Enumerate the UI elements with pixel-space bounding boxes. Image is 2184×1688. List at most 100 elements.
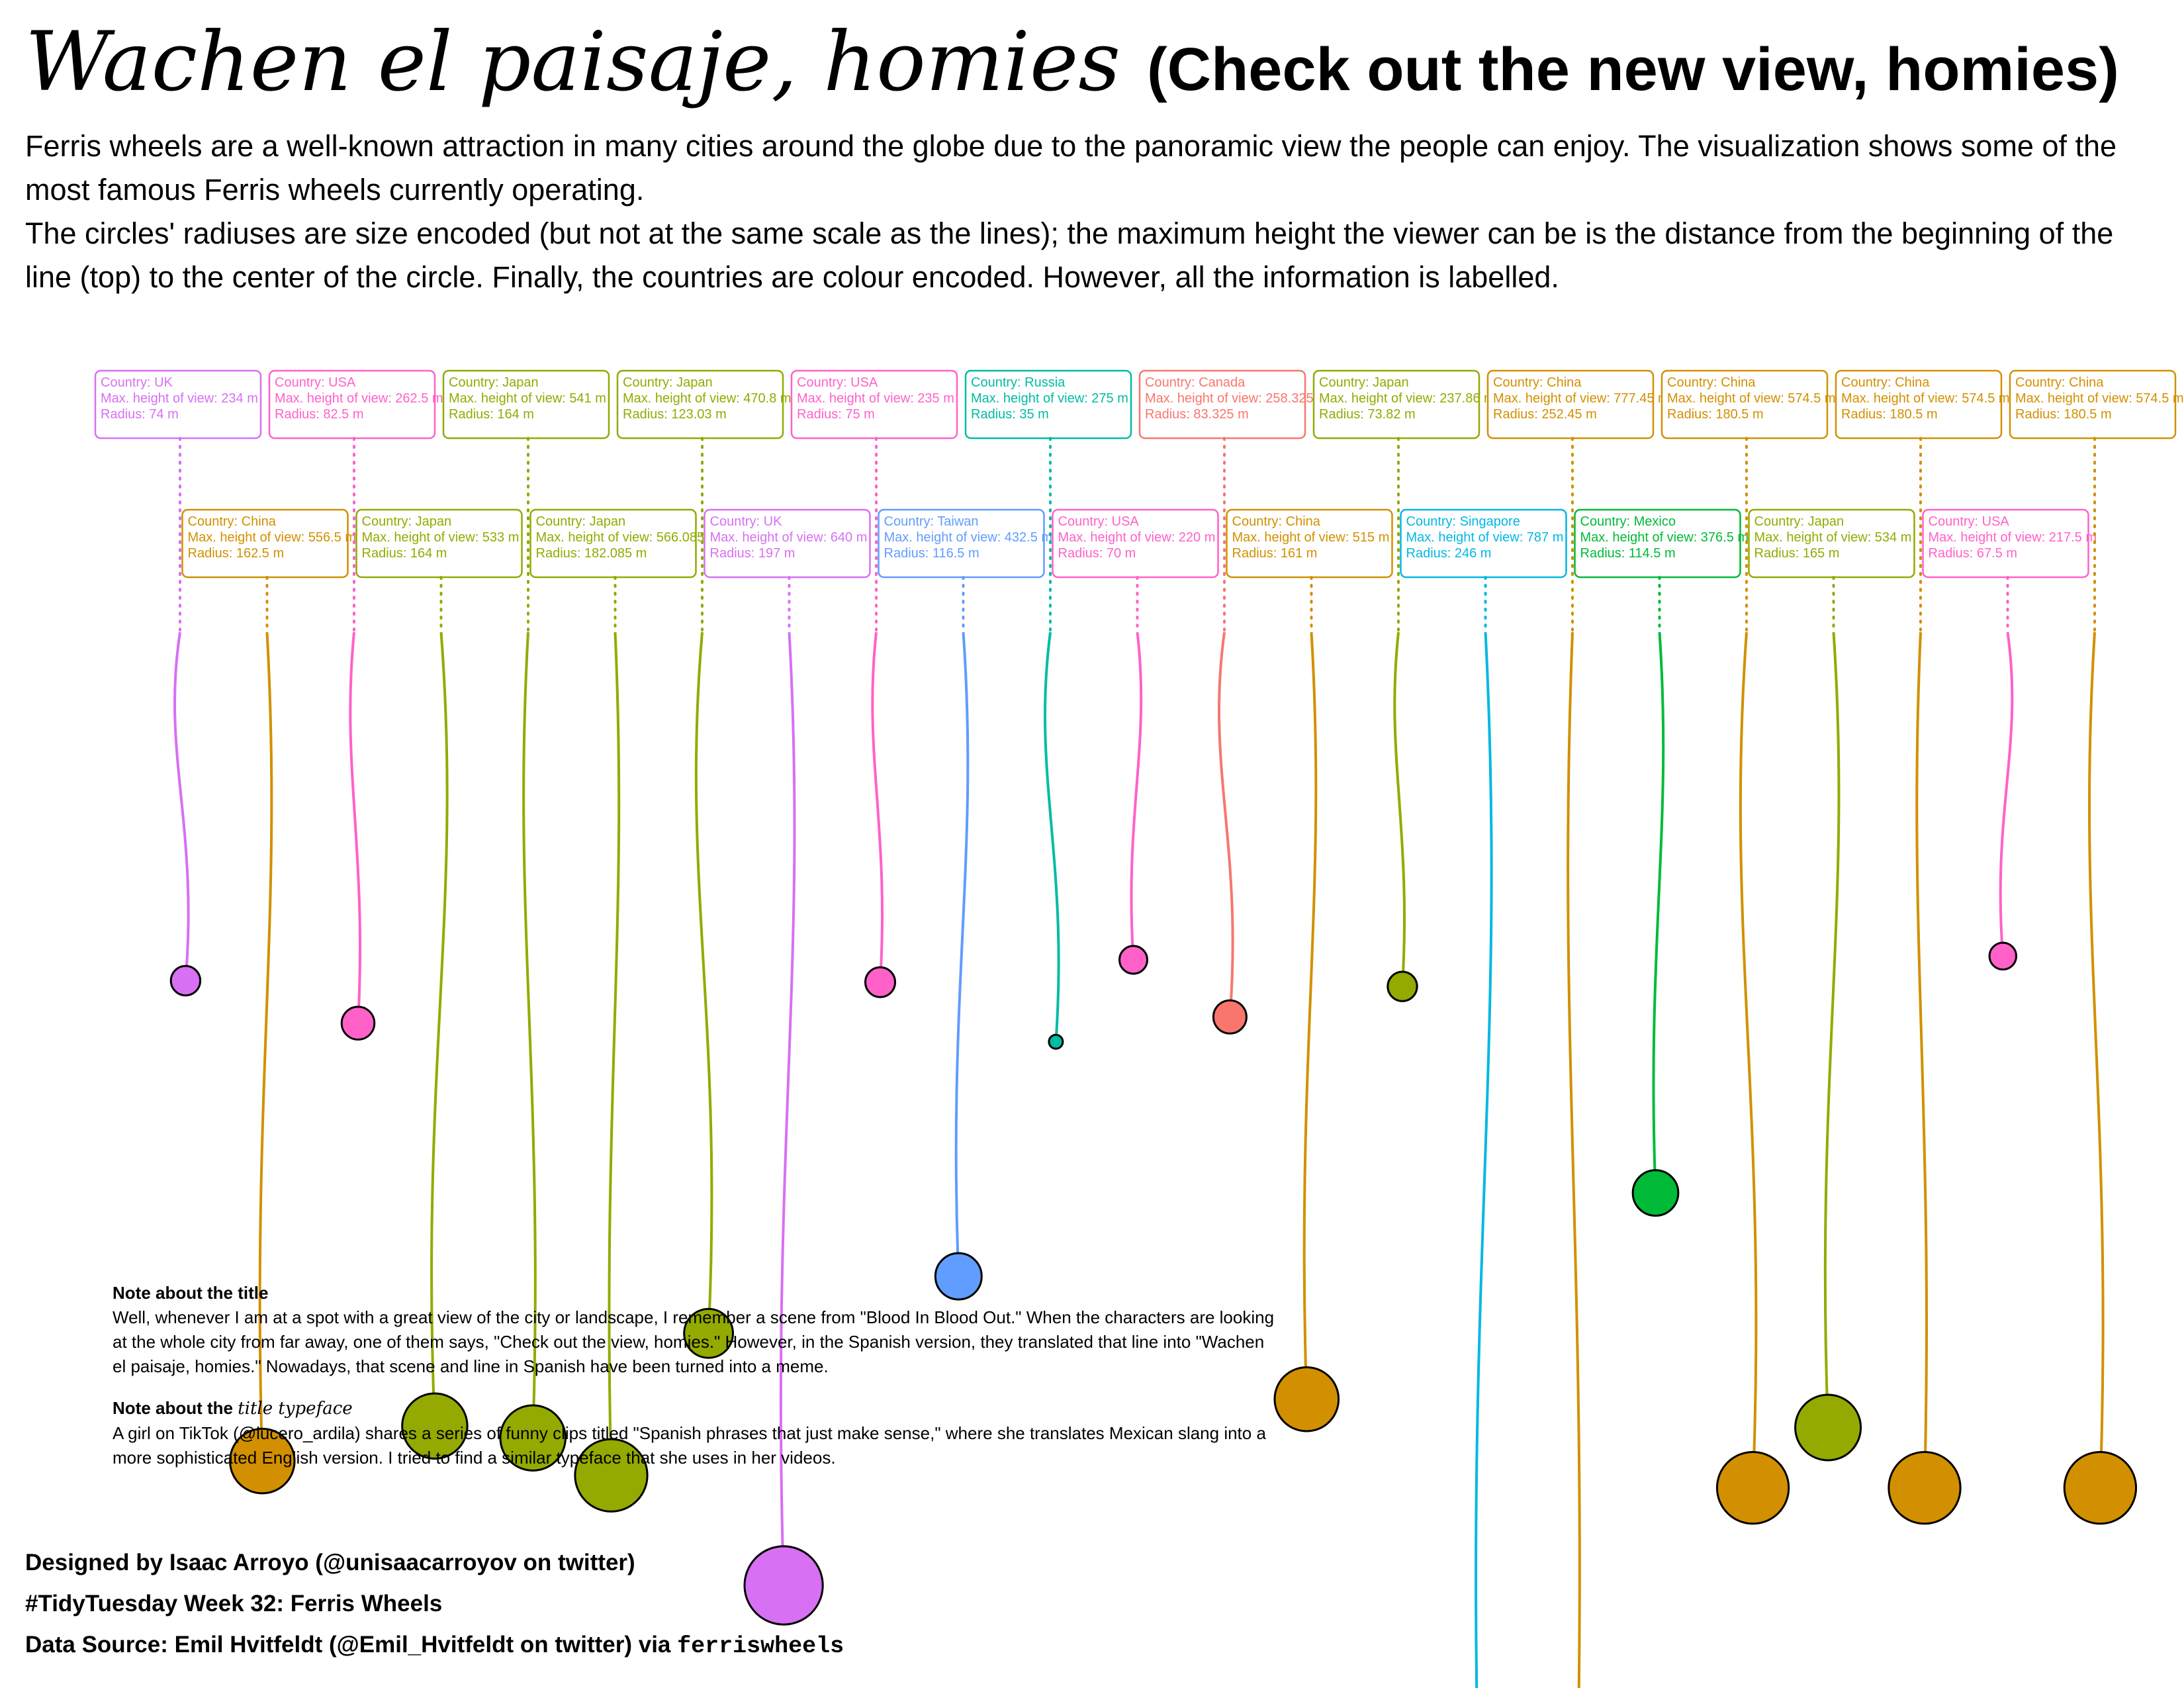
wheel-label-radius: Radius: 83.325 m bbox=[1145, 407, 1249, 422]
wheel-label-radius: Radius: 75 m bbox=[797, 407, 875, 422]
wheel-label-box bbox=[1922, 508, 2089, 579]
wheel-label-radius: Radius: 74 m bbox=[101, 407, 179, 422]
wheel-label-height: Max. height of view: 376.5 m bbox=[1580, 530, 1749, 545]
wheel-label-country: Country: USA bbox=[797, 375, 878, 390]
wheel-label-radius: Radius: 116.5 m bbox=[884, 546, 979, 561]
credit-designer: Designed by Isaac Arroyo (@unisaacarroyo… bbox=[25, 1550, 635, 1575]
wheel-label-height: Max. height of view: 515 m bbox=[1232, 530, 1390, 545]
wheel-label-radius: Radius: 246 m bbox=[1406, 546, 1492, 561]
wheel-line bbox=[1044, 632, 1060, 1042]
wheel-label-country: Country: UK bbox=[710, 514, 783, 529]
wheel-label-box bbox=[1835, 369, 2003, 440]
subtitle-line-1: Ferris wheels are a well-known attractio… bbox=[25, 129, 2117, 207]
wheel-label-radius: Radius: 161 m bbox=[1232, 546, 1318, 561]
wheel-label-radius: Radius: 164 m bbox=[449, 407, 534, 422]
wheel-label-height: Max. height of view: 470.8 m bbox=[623, 391, 792, 406]
wheel-label-country: Country: Japan bbox=[362, 514, 452, 529]
wheel-label-height: Max. height of view: 787 m bbox=[1406, 530, 1564, 545]
wheel-label-country: Country: China bbox=[188, 514, 277, 529]
wheel-label-radius: Radius: 123.03 m bbox=[623, 407, 727, 422]
wheel-line bbox=[1823, 632, 1841, 1428]
wheel-label-radius: Radius: 164 m bbox=[362, 546, 447, 561]
wheel-label-height: Max. height of view: 640 m bbox=[710, 530, 868, 545]
typeface-note-heading: Note about the title typeface bbox=[113, 1396, 1277, 1421]
wheel-label-box bbox=[355, 508, 523, 579]
title-note-text: Well, whenever I am at a spot with a gre… bbox=[113, 1307, 1275, 1376]
wheel-label-box bbox=[1748, 508, 1915, 579]
wheel-circle bbox=[683, 1307, 735, 1359]
wheel-label-radius: Radius: 114.5 m bbox=[1580, 546, 1676, 561]
wheel-line bbox=[694, 632, 713, 1334]
credit-source-prefix: Data Source: Emil Hvitfeldt (@Emil_Hvitf… bbox=[25, 1632, 678, 1658]
credit-source-package: ferriswheels bbox=[677, 1633, 844, 1660]
wheel-label-radius: Radius: 180.5 m bbox=[1841, 407, 1938, 422]
wheel-line bbox=[430, 632, 449, 1427]
wheel-line bbox=[1652, 632, 1665, 1194]
title-english: (Check out the new view, homies) bbox=[1147, 36, 2119, 103]
wheel-line bbox=[871, 632, 884, 982]
wheel-circle bbox=[2063, 1450, 2138, 1525]
wheel-label-radius: Radius: 252.45 m bbox=[1493, 407, 1597, 422]
wheel-label-box bbox=[1052, 508, 1219, 579]
notes-section: Note about the title Well, whenever I am… bbox=[113, 1281, 1277, 1487]
wheel-label-radius: Radius: 35 m bbox=[971, 407, 1049, 422]
wheel-label-box bbox=[181, 508, 349, 579]
wheel-label-box bbox=[1661, 369, 1829, 440]
wheel-label-height: Max. height of view: 566.085 m bbox=[536, 530, 719, 545]
wheel-label-country: Country: Japan bbox=[623, 375, 713, 390]
wheel-circle bbox=[1888, 1450, 1962, 1525]
wheel-label-height: Max. height of view: 556.5 m bbox=[188, 530, 357, 545]
wheel-label-radius: Radius: 70 m bbox=[1058, 546, 1136, 561]
wheel-line bbox=[608, 632, 621, 1476]
wheel-circle bbox=[169, 964, 202, 997]
credit-source: Data Source: Emil Hvitfeldt (@Emil_Hvitf… bbox=[25, 1624, 844, 1667]
wheel-label-country: Country: USA bbox=[275, 375, 356, 390]
wheel-line bbox=[1567, 632, 1581, 1688]
wheel-label-height: Max. height of view: 275 m bbox=[971, 391, 1128, 406]
wheel-label-radius: Radius: 67.5 m bbox=[1929, 546, 2018, 561]
wheel-label-height: Max. height of view: 237.86 m bbox=[1319, 391, 1495, 406]
wheel-label-height: Max. height of view: 234 m bbox=[101, 391, 258, 406]
wheel-label-country: Country: China bbox=[1493, 375, 1582, 390]
wheel-label-radius: Radius: 165 m bbox=[1754, 546, 1840, 561]
wheel-label-box bbox=[964, 369, 1132, 440]
wheel-line bbox=[522, 632, 537, 1438]
wheel-label-country: Country: Mexico bbox=[1580, 514, 1676, 529]
wheel-circle bbox=[499, 1404, 567, 1472]
wheel-line bbox=[1915, 632, 1929, 1488]
wheel-line bbox=[1130, 632, 1143, 961]
title-spanish: Wachen el paisaje, homies bbox=[25, 15, 1120, 110]
wheel-label-country: Country: Singapore bbox=[1406, 514, 1520, 529]
wheel-label-country: Country: USA bbox=[1929, 514, 2010, 529]
wheel-circle bbox=[864, 966, 896, 998]
wheel-label-country: Country: Taiwan bbox=[884, 514, 979, 529]
wheel-circle bbox=[1794, 1393, 1862, 1462]
wheel-label-height: Max. height of view: 574.5 m bbox=[1841, 391, 2010, 406]
wheel-line bbox=[954, 632, 970, 1277]
wheel-line bbox=[349, 632, 362, 1023]
wheel-circle bbox=[1988, 941, 2018, 971]
wheel-circle bbox=[743, 1545, 824, 1626]
wheel-line bbox=[779, 632, 796, 1586]
wheel-label-height: Max. height of view: 574.5 m bbox=[1667, 391, 1836, 406]
wheel-label-box bbox=[268, 369, 436, 440]
wheel-label-country: Country: Canada bbox=[1145, 375, 1246, 390]
chart-title: Wachen el paisaje, homies (Check out the … bbox=[25, 15, 2143, 110]
wheel-label-height: Max. height of view: 262.5 m bbox=[275, 391, 443, 406]
typeface-note-heading-prefix: Note about the bbox=[113, 1398, 238, 1418]
wheel-line bbox=[1739, 632, 1758, 1488]
wheel-line bbox=[1475, 632, 1493, 1688]
